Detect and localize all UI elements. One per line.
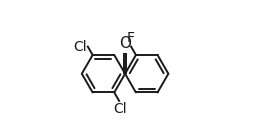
Text: Cl: Cl xyxy=(113,102,127,116)
Text: Cl: Cl xyxy=(73,40,87,54)
Text: O: O xyxy=(119,36,131,51)
Text: F: F xyxy=(127,31,135,45)
